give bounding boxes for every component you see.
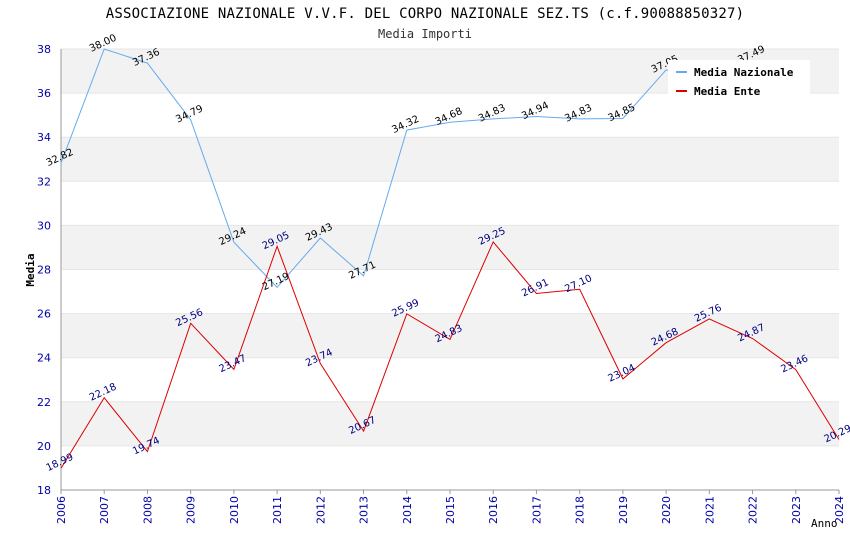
legend-box [668, 60, 810, 102]
x-tick-label: 2011 [271, 496, 284, 524]
y-tick-label: 30 [37, 219, 51, 232]
x-tick-label: 2012 [314, 496, 327, 524]
legend-label: Media Nazionale [694, 66, 794, 79]
grid-band [61, 181, 839, 226]
x-tick-label: 2022 [747, 496, 760, 524]
legend-label: Media Ente [694, 85, 761, 98]
y-tick-label: 22 [37, 396, 51, 409]
y-tick-label: 26 [37, 308, 51, 321]
y-tick-label: 24 [37, 352, 51, 365]
x-tick-label: 2016 [487, 496, 500, 524]
y-tick-label: 20 [37, 440, 51, 453]
x-tick-label: 2024 [833, 496, 846, 524]
grid-band [61, 269, 839, 314]
x-tick-label: 2015 [444, 496, 457, 524]
legend: Media Nazionale Media Ente [668, 60, 810, 102]
chart-title: ASSOCIAZIONE NAZIONALE V.V.F. DEL CORPO … [105, 6, 745, 22]
chart-subtitle: Media Importi [378, 27, 472, 41]
grid-band [61, 137, 839, 182]
grid-band [61, 401, 839, 446]
x-axis-title: Anno [811, 517, 838, 530]
x-tick-label: 2020 [660, 496, 673, 524]
x-tick-label: 2019 [617, 496, 630, 524]
grid-band [61, 357, 839, 402]
y-tick-label: 36 [37, 87, 51, 100]
x-tick-label: 2014 [401, 496, 414, 524]
x-tick-label: 2008 [141, 496, 154, 524]
series-line-media-nazionale [60, 48, 753, 289]
series-lines [60, 48, 840, 469]
grid-band [61, 313, 839, 358]
x-tick-label: 2007 [98, 496, 111, 524]
y-axis-title: Media [24, 253, 37, 286]
y-tick-label: 38 [37, 43, 51, 56]
x-tick-label: 2013 [358, 496, 371, 524]
x-tick-label: 2010 [228, 496, 241, 524]
x-tick-label: 2018 [574, 496, 587, 524]
grid-band [61, 445, 839, 490]
grid-bands [61, 48, 839, 491]
x-tick-label: 2009 [185, 496, 198, 524]
x-tick-label: 2023 [790, 496, 803, 524]
y-tick-label: 18 [37, 484, 51, 497]
y-tick-label: 34 [37, 131, 51, 144]
x-tick-label: 2021 [703, 496, 716, 524]
y-tick-label: 32 [37, 175, 51, 188]
y-tick-label: 28 [37, 264, 51, 277]
x-tick-label: 2017 [530, 496, 543, 524]
grid-band [61, 225, 839, 270]
x-tick-label: 2006 [55, 496, 68, 524]
series-line-media-ente [60, 240, 840, 469]
